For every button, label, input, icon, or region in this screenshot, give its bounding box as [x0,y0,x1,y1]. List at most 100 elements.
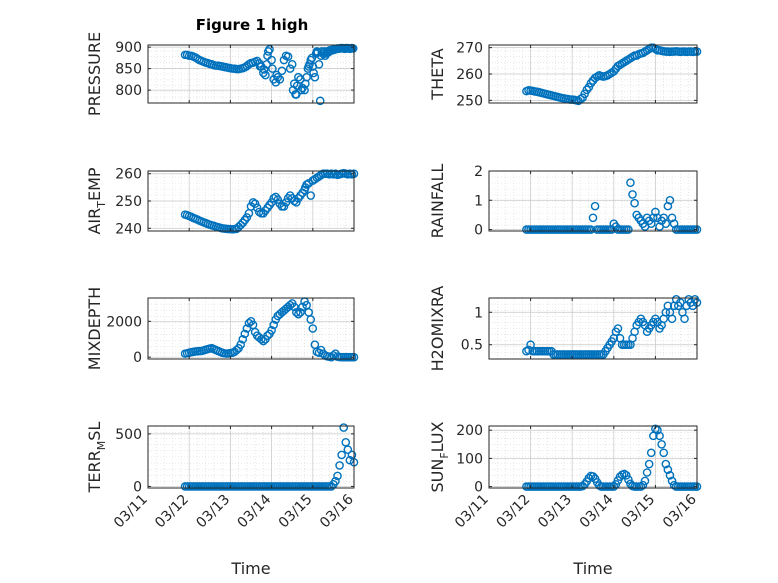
data-point [279,202,289,211]
data-point [588,472,598,481]
y-tick-label: 250 [115,194,142,210]
y-tick-label: 250 [456,93,483,109]
y-tick-label: 0 [133,350,142,366]
data-point [292,198,301,207]
subplot-4: 0 1 2 RAINFALL [428,164,702,239]
data-point [267,55,276,65]
y-axis-label: TERRMSL [85,422,108,494]
data-point [333,471,342,481]
data-point [642,468,652,477]
data-point [254,207,264,217]
data-point [236,220,245,230]
data-point [653,425,662,435]
data-point [343,445,353,454]
data-point [262,60,271,69]
data-point [663,465,673,474]
y-axis-label: SUNFLUX [428,421,451,492]
data-point [651,207,660,217]
data-point [588,213,598,223]
data-point [621,471,631,480]
data-point [277,66,287,76]
data-point [269,193,278,203]
data-point [314,60,324,69]
data-point [655,431,664,441]
y-tick-label: 850 [115,62,142,78]
y-tick-label: 2000 [106,314,142,330]
data-point [649,213,658,223]
data-point [665,195,675,205]
data-point [259,68,268,78]
y-tick-label: 270 [456,41,483,57]
subplot-grid: 800 850 900 PRESSURE 250 260 270 THETA 240 250 260… [85,32,702,578]
data-point [242,213,252,222]
data-point [667,476,677,486]
y-tick-label: 0 [474,480,483,496]
data-point [659,448,669,458]
y-tick-label: 260 [115,167,142,183]
data-point [640,476,650,486]
y-axis-label: H2OMIXRA [428,286,447,372]
y-tick-label: 100 [456,451,483,467]
data-point [339,423,349,432]
data-point [263,331,272,340]
data-point [273,72,283,82]
axes-box [488,425,698,489]
subplot-1: 800 850 900 PRESSURE [85,32,358,116]
axes-box [488,170,698,232]
y-axis-label: RAINFALL [428,164,447,239]
data-point [281,198,291,207]
y-tick-label: 500 [115,427,142,443]
data-point [669,219,679,228]
data-point [242,324,252,333]
y-tick-label: 900 [115,40,142,56]
axes-box [147,44,355,104]
x-axis-label: Time [230,559,270,578]
data-point [680,314,689,324]
subplot-2: 250 260 270 THETA [428,41,702,109]
data-point [619,469,629,479]
axes-box [488,297,698,360]
data-point [644,459,654,469]
data-point [296,308,305,317]
y-tick-label: 0 [474,223,483,239]
y-tick-label: 800 [115,83,142,99]
data-point [285,64,295,73]
data-point [309,68,318,78]
data-point [238,334,248,344]
y-axis-label: AIRTEMP [85,167,108,234]
data-point [659,213,669,223]
data-point [636,482,646,491]
y-tick-label: 2 [474,164,483,180]
data-point [259,65,269,74]
data-point [261,70,270,80]
data-point [584,473,594,483]
y-axis-label: MIXDEPTH [85,287,104,370]
data-point [273,195,283,204]
data-point [269,320,278,330]
data-point [628,190,637,199]
data-point [302,72,311,82]
y-tick-label: 1 [474,305,483,321]
data-point [250,199,260,209]
data-point [292,90,301,99]
y-tick-label: 0 [133,479,142,495]
data-point [236,340,245,349]
data-point [586,225,596,234]
y-tick-label: 0.5 [461,338,483,354]
data-point [267,325,276,335]
data-point [646,219,656,228]
data-point [657,440,666,449]
data-point [315,96,325,106]
data-point [294,72,303,82]
data-point [661,459,671,469]
data-point [302,180,311,189]
data-point [651,424,660,434]
data-point [310,72,320,82]
data-point [335,461,344,470]
data-point [613,324,623,333]
data-point [524,345,533,355]
y-axis-label: PRESSURE [85,32,104,116]
data-point [240,329,250,339]
data-point [283,52,293,61]
